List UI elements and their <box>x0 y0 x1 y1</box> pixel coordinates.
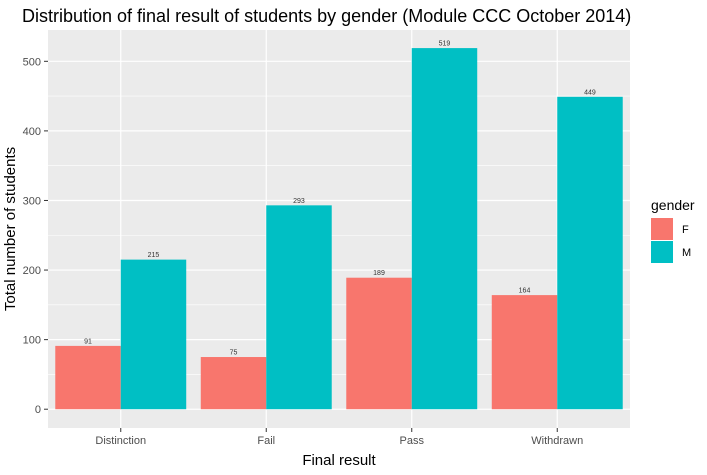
data-labels: 91 75 189 164 215 293 519 449 <box>84 41 596 357</box>
data-label: 519 <box>439 41 451 48</box>
bar-f <box>346 277 412 410</box>
legend-key-m <box>651 241 673 263</box>
chart-title: Distribution of final result of students… <box>22 6 631 26</box>
x-tick-label: Withdrawn <box>531 435 583 447</box>
data-label: 215 <box>148 252 160 259</box>
y-tick-label: 200 <box>23 265 41 277</box>
y-tick-label: 300 <box>23 195 41 207</box>
data-label: 164 <box>519 288 531 295</box>
data-label: 449 <box>584 89 596 96</box>
x-tick-label: Distinction <box>95 435 146 447</box>
bar-f <box>200 357 267 410</box>
bars <box>55 48 623 410</box>
y-axis-title: Total number of students <box>2 147 19 311</box>
y-tick-label: 500 <box>23 56 41 68</box>
legend-title: gender <box>651 197 695 213</box>
data-label: 293 <box>293 198 305 205</box>
data-label: 91 <box>84 338 92 345</box>
legend-key-f <box>651 218 673 240</box>
data-label: 189 <box>373 270 385 277</box>
legend: gender FM <box>651 197 695 263</box>
data-label: 75 <box>230 350 238 357</box>
legend-label: F <box>682 224 689 236</box>
y-tick-label: 0 <box>35 404 41 416</box>
bar-m <box>120 259 187 410</box>
bar-f <box>491 295 558 410</box>
legend-items: FM <box>651 218 691 263</box>
y-tick-label: 100 <box>23 335 41 347</box>
y-tick-label: 400 <box>23 126 41 138</box>
bar-f <box>55 345 121 410</box>
x-tick-label: Fail <box>257 435 275 447</box>
bar-m <box>411 48 478 410</box>
bar-m <box>266 205 332 410</box>
x-tick-label: Pass <box>400 435 425 447</box>
x-axis-title: Final result <box>302 452 376 469</box>
y-axis: 0 100 200 300 400 500 <box>23 56 48 416</box>
x-axis: Distinction Fail Pass Withdrawn <box>95 428 583 447</box>
legend-label: M <box>682 247 691 259</box>
bar-m <box>557 96 623 410</box>
